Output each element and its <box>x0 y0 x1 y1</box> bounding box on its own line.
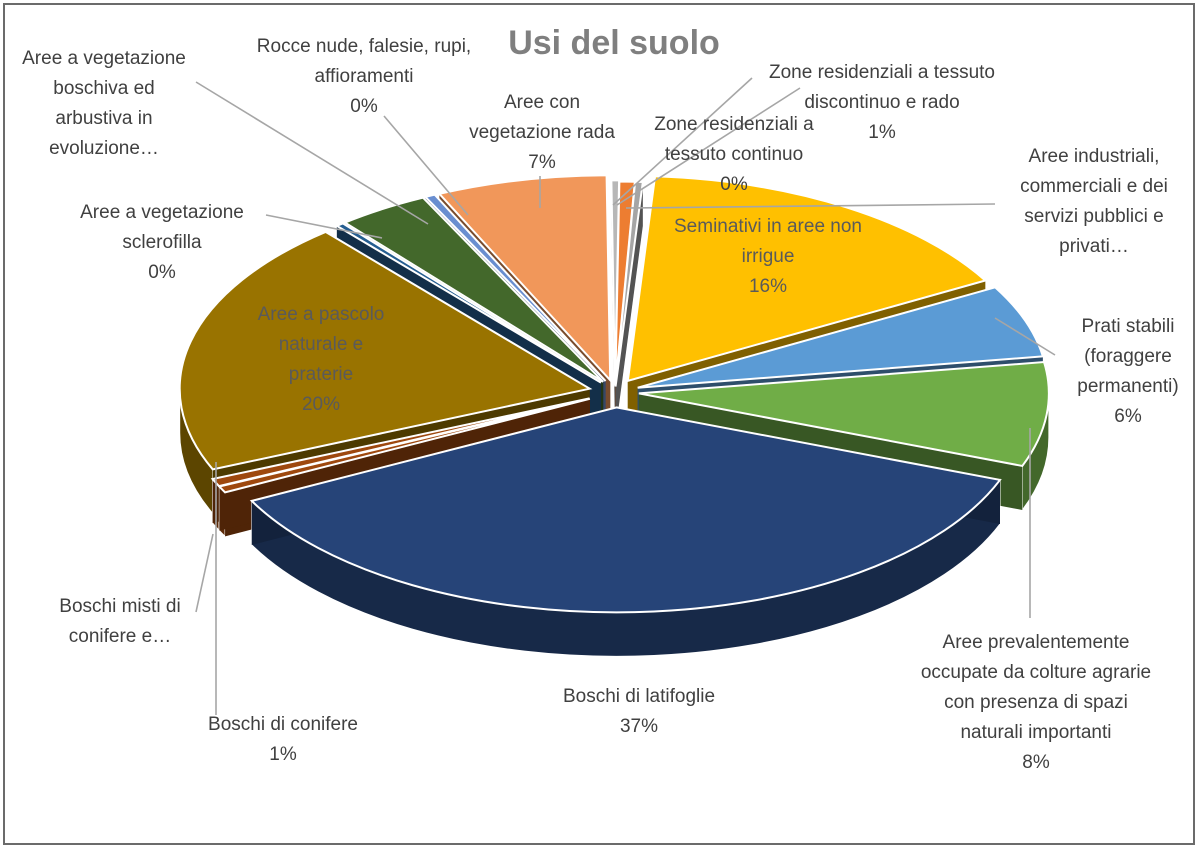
slice-label-8: Aree a pascolo naturale e praterie 20% <box>258 304 385 415</box>
pie-slice-5 <box>249 406 1002 614</box>
pie-slice-4 <box>638 360 1050 468</box>
slice-label-12: Aree con vegetazione rada 7% <box>469 92 615 173</box>
slice-label-3: Prati stabili (foraggere permanenti) 6% <box>1077 316 1178 427</box>
pie-slice-11 <box>423 193 607 382</box>
pie-slice-13 <box>610 179 621 386</box>
leader-line-13 <box>612 77 753 206</box>
leader-line-9 <box>265 214 383 239</box>
pie-slice-12 <box>437 174 612 383</box>
slice-label-1: Aree industriali, commerciali e dei serviz… <box>1020 146 1168 257</box>
slice-edge <box>615 181 643 431</box>
pie-slice-8 <box>178 230 593 471</box>
pie-slice-10 <box>342 196 604 383</box>
pie-slice-2 <box>626 175 988 383</box>
slice-label-9: Aree a vegetazione sclerofilla 0% <box>80 202 244 283</box>
slice-label-0: Zone residenziali a tessuto discontinuo e… <box>769 62 995 143</box>
slice-label-11: Rocce nude, falesie, rupi, affioramenti 0% <box>257 36 471 117</box>
pie-slice-9 <box>334 222 602 384</box>
leader-line-7 <box>195 533 214 613</box>
slice-label-2: Seminativi in aree non irrigue 16% <box>674 216 862 297</box>
leader-line-0 <box>616 87 801 206</box>
slice-label-4: Aree prevalentemente occupate da colture … <box>921 632 1151 773</box>
chart-title: Usi del suolo <box>508 24 720 62</box>
pie-slice-3 <box>637 286 1045 389</box>
leader-line-10 <box>195 81 429 225</box>
slice-label-7: Boschi misti di conifere e… <box>59 596 180 647</box>
slice-labels: Zone residenziali a tessuto discontinuo e… <box>22 36 1179 773</box>
slice-label-13: Zone residenziali a tessuto continuo 0% <box>654 114 814 195</box>
pie-tops <box>178 174 1050 614</box>
leader-line-1 <box>625 203 996 209</box>
slice-label-5: Boschi di latifoglie 37% <box>563 686 715 737</box>
leader-lines <box>195 77 1056 715</box>
slice-label-10: Aree a vegetazione boschiva ed arbustiva i… <box>22 48 186 159</box>
leader-line-3 <box>994 317 1056 356</box>
leader-line-11 <box>383 115 469 216</box>
slice-label-6: Boschi di conifere 1% <box>208 714 358 765</box>
